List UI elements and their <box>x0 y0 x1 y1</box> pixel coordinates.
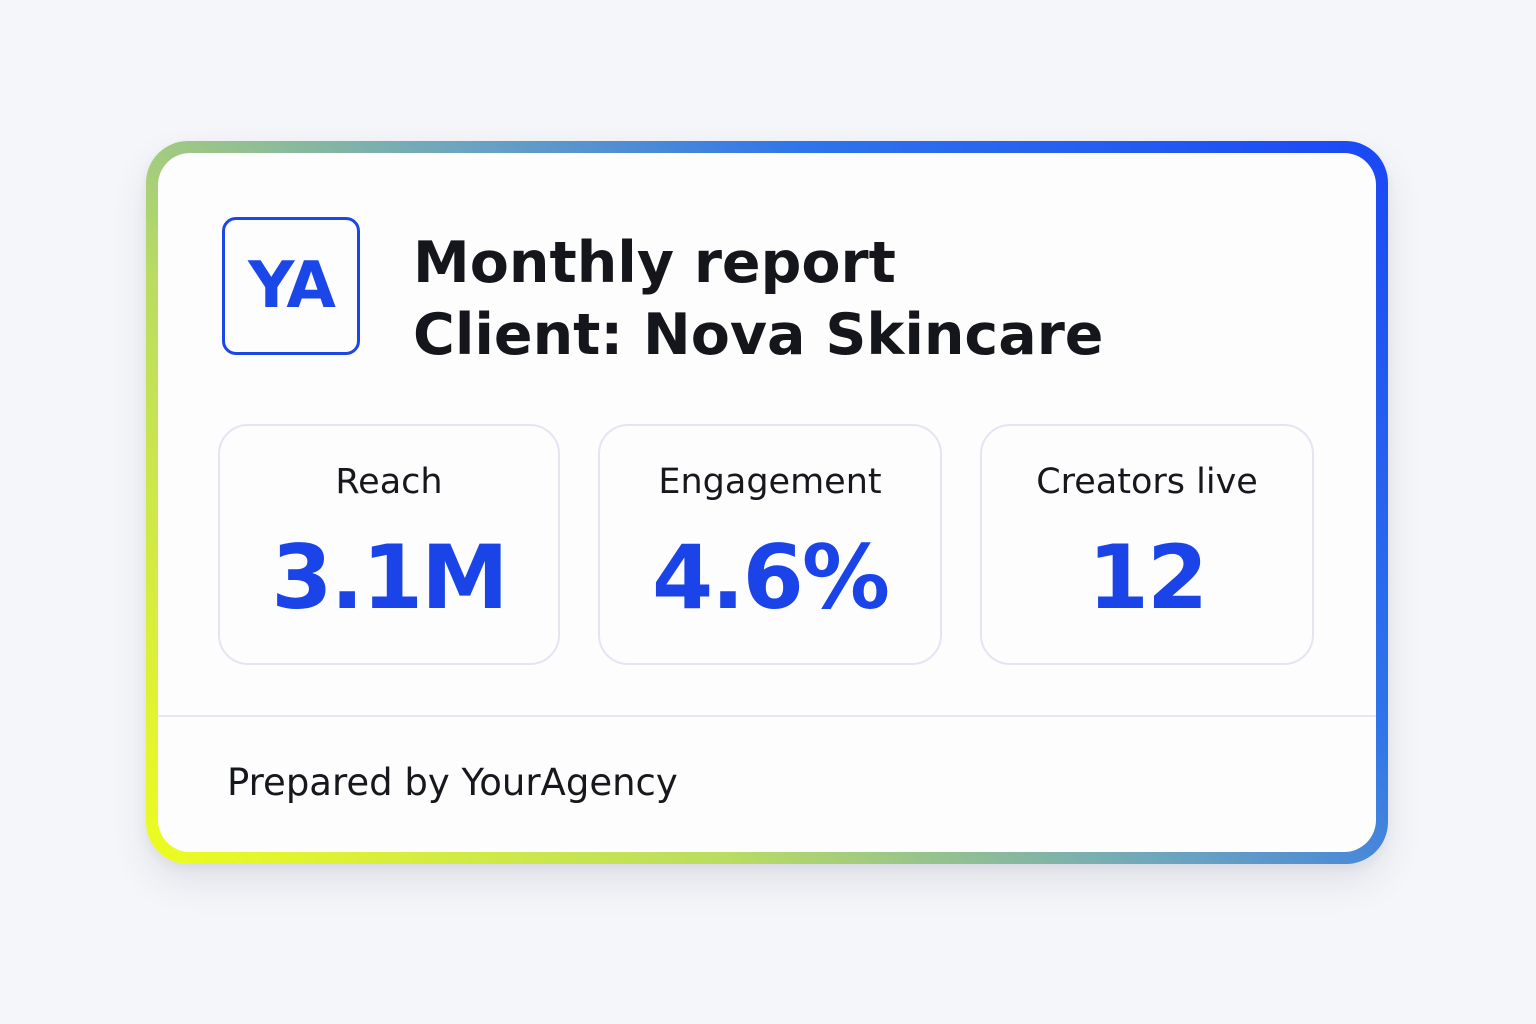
report-card: YA Monthly report Client: Nova Skincare … <box>158 153 1376 852</box>
prepared-by-text: Prepared by YourAgency <box>227 761 678 804</box>
metric-label: Creators live <box>1036 462 1258 502</box>
metric-label: Engagement <box>658 462 882 502</box>
metric-card-reach: Reach 3.1M <box>218 424 560 665</box>
metric-card-creators-live: Creators live 12 <box>980 424 1314 665</box>
header-title-block: Monthly report Client: Nova Skincare <box>413 227 1103 371</box>
metric-label: Reach <box>335 462 443 502</box>
logo-text: YA <box>248 249 336 323</box>
metric-value: 12 <box>1087 526 1208 629</box>
metric-value: 3.1M <box>271 526 508 629</box>
metrics-row: Reach 3.1M Engagement 4.6% Creators live… <box>218 424 1314 665</box>
report-title: Monthly report <box>413 230 896 296</box>
agency-logo: YA <box>222 217 360 355</box>
client-name: Client: Nova Skincare <box>413 302 1104 368</box>
footer-divider <box>158 715 1376 717</box>
metric-value: 4.6% <box>651 526 890 629</box>
report-card-frame: YA Monthly report Client: Nova Skincare … <box>146 141 1388 864</box>
metric-card-engagement: Engagement 4.6% <box>598 424 942 665</box>
